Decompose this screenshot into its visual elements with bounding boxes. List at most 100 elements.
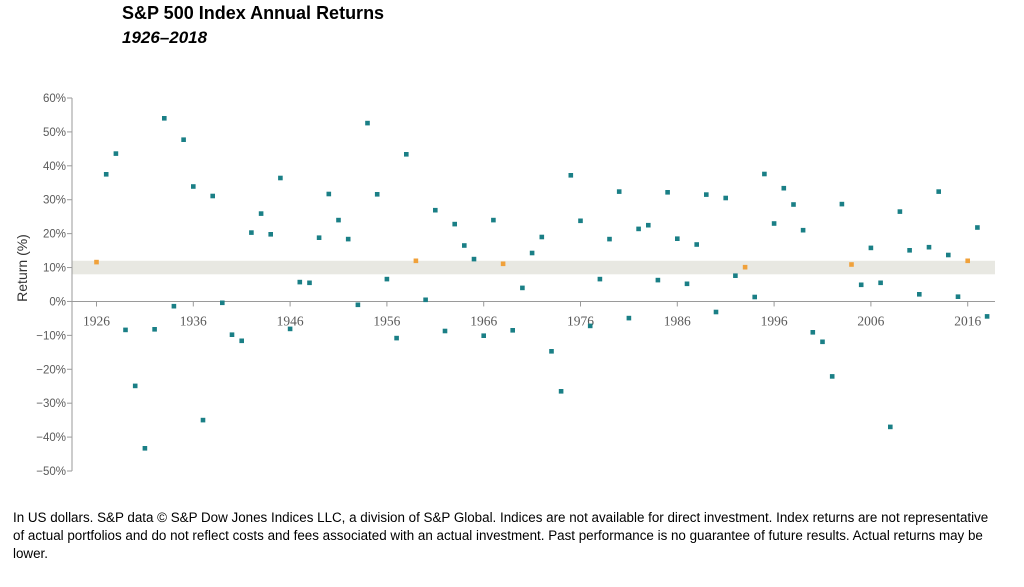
data-point: 1943: 25.9%	[258, 211, 264, 216]
data-point: 1961: 26.9%	[433, 207, 438, 213]
x-tick-label: 1976	[567, 313, 594, 328]
x-tick-label: 1956	[373, 313, 400, 328]
chart-title: S&P 500 Index Annual Returns	[122, 3, 385, 23]
scatter-chart: 60% 50% 40% 30% 20% 10% 0% −10% −20% −30% −40% −50%…	[14, 93, 995, 478]
data-point: 1957: -10.8%	[394, 335, 399, 341]
data-point: 1937: -35%	[200, 417, 206, 423]
data-point: 1975: 37.2%	[568, 173, 574, 178]
y-tick-label: 20%	[43, 229, 66, 241]
data-point: 2013: 32.4%	[936, 189, 941, 194]
x-tick-label: 2006	[857, 313, 884, 328]
data-point: 1952: 18.4%	[345, 236, 351, 242]
data-point: 1981: -4.9%	[626, 315, 632, 321]
data-point: 1983: 22.5%	[646, 222, 651, 228]
data-point: 1976: 23.8%	[578, 218, 583, 224]
data-point: 1928: 43.6%	[113, 151, 119, 156]
data-point: 1932: -8.2%	[152, 327, 157, 332]
data-point: 1927: 37.5%	[103, 172, 109, 177]
data-point: 2009: 26.5%	[897, 209, 903, 214]
data-point: 1980: 32.4%	[616, 189, 622, 194]
data-point: 1962: -8.7%	[442, 328, 448, 334]
data-point: 1991: 30.5%	[723, 195, 728, 201]
x-tick-label: 1996	[761, 313, 788, 328]
y-tick-label: 60%	[43, 93, 66, 105]
chart-subtitle: 1926–2018	[122, 28, 208, 47]
average-return-band	[72, 260, 995, 275]
data-point: 1985: 32.2%	[665, 190, 670, 195]
data-point: 2000: -9.1%	[810, 330, 816, 335]
x-tick-label: 1936	[180, 313, 207, 328]
data-point: 1958: 43.4%	[404, 152, 409, 157]
x-tick-label: 1986	[664, 313, 691, 328]
data-point: 1960: 0.5%	[423, 297, 428, 303]
data-point: 1978: 6.6%	[597, 276, 603, 282]
data-point: 2003: 28.7%	[839, 201, 845, 207]
data-point: 1994: 1.3%	[752, 294, 757, 300]
data-point: 1930: -24.9%	[132, 383, 138, 389]
data-point: 1939: -0.4%	[220, 300, 225, 306]
y-tick-label: 50%	[43, 127, 66, 139]
data-point-highlight: 2004: 10.9%	[849, 262, 854, 267]
y-tick-label: −10%	[36, 330, 66, 342]
data-point-highlight: 1926: 11.6%	[94, 259, 99, 265]
x-tick-label: 1946	[277, 313, 304, 328]
data-point: 1992: 7.6%	[733, 273, 738, 278]
data-point: 1965: 12.5%	[471, 256, 477, 262]
data-point: 1969: -8.5%	[510, 328, 515, 333]
y-tick-label: 10%	[43, 263, 66, 275]
y-tick-label: 0%	[49, 296, 66, 308]
y-tick-label: −40%	[36, 432, 66, 444]
data-point: 1954: 52.6%	[365, 120, 370, 126]
data-point: 1950: 31.7%	[326, 191, 332, 197]
data-point: 2008: -37%	[888, 424, 893, 430]
data-point: 1956: 6.6%	[384, 276, 390, 282]
data-point-highlight: 1993: 10.1%	[742, 264, 748, 270]
data-point: 1997: 33.4%	[781, 185, 787, 191]
data-point: 2005: 4.9%	[858, 282, 864, 288]
y-tick-label: −20%	[36, 364, 66, 376]
data-point: 1963: 22.8%	[452, 221, 457, 227]
data-point: 1999: 21%	[800, 227, 806, 233]
data-point: 1929: -8.4%	[123, 327, 128, 333]
y-tick-label: 30%	[43, 195, 66, 207]
y-tick-label: −30%	[36, 398, 66, 410]
disclaimer-footnote: In US dollars. S&P data © S&P Dow Jones …	[13, 510, 989, 561]
data-point: 2017: 21.8%	[975, 225, 980, 230]
data-point: 1977: -7.2%	[587, 323, 593, 329]
x-tick-label: 1926	[83, 313, 110, 328]
data-point: 1945: 36.4%	[278, 175, 283, 181]
data-point: 1996: 23%	[771, 221, 777, 226]
data-point: 1931: -43.3%	[142, 446, 148, 451]
data-point: 1947: 5.7%	[297, 279, 303, 285]
data-point: 1998: 28.6%	[791, 202, 796, 207]
data-point: 1989: 31.5%	[704, 192, 709, 197]
y-axis-label: Return (%)	[14, 234, 30, 302]
data-point: 2014: 13.7%	[946, 252, 951, 258]
data-point: 1940: -9.8%	[229, 332, 235, 337]
data-point: 1938: 31.1%	[210, 193, 215, 199]
data-point: 1979: 18.4%	[607, 236, 612, 242]
data-point: 1982: 21.4%	[636, 226, 641, 232]
data-point: 1972: 19%	[539, 234, 545, 240]
data-point: 2001: -11.9%	[820, 339, 825, 345]
data-point: 1942: 20.3%	[249, 230, 254, 235]
x-tick-label: 2016	[954, 313, 981, 328]
data-point-highlight: 1968: 11.1%	[500, 261, 506, 267]
data-point: 1966: -10.1%	[481, 333, 486, 338]
y-tick-label: −50%	[36, 466, 66, 478]
data-point: 1973: -14.7%	[549, 349, 554, 354]
data-point: 1995: 37.6%	[762, 171, 767, 177]
data-point: 1990: -3.1%	[713, 309, 719, 315]
data-point: 1948: 5.5%	[307, 280, 312, 286]
data-point: 2002: -22.1%	[829, 374, 835, 379]
data-point: 1955: 31.6%	[374, 192, 380, 197]
data-point: 1986: 18.5%	[675, 236, 680, 241]
data-point: 1934: -1.4%	[171, 303, 177, 309]
data-point: 1971: 14.3%	[529, 250, 535, 256]
data-point: 1946: -8.1%	[287, 326, 293, 332]
data-point-highlight: 1959: 12%	[413, 258, 419, 264]
data-point-highlight: 2016: 12%	[965, 258, 970, 264]
data-point: 2011: 2.1%	[917, 292, 922, 297]
data-point: 1974: -26.5%	[558, 389, 564, 394]
data-point: 1987: 5.2%	[684, 281, 690, 287]
